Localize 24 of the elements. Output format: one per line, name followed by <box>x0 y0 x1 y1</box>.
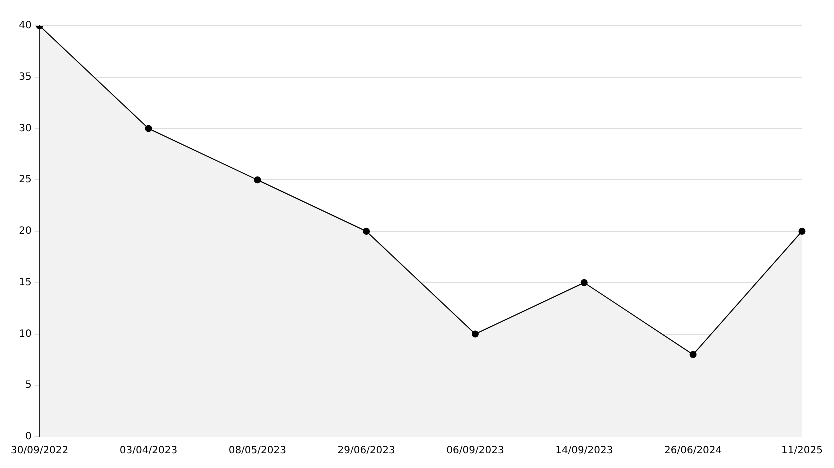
y-tick-label: 10 <box>19 328 32 340</box>
y-tick-label: 5 <box>25 380 32 392</box>
y-tick-label: 15 <box>19 277 32 288</box>
x-tick-label: 08/05/2023 <box>228 446 286 457</box>
x-tick-label: 03/04/2023 <box>120 446 178 457</box>
x-tick-label: 06/09/2023 <box>446 446 504 457</box>
point <box>580 279 588 286</box>
y-tick-label: 0 <box>25 432 32 443</box>
y-tick-label: 30 <box>19 123 32 134</box>
y-tick-label: 35 <box>19 72 32 83</box>
y-tick-label: 20 <box>19 226 32 238</box>
x-tick-label: 30/09/2022 <box>11 446 69 457</box>
point <box>690 351 697 358</box>
y-tick-label: 40 <box>19 20 32 32</box>
point <box>363 228 370 235</box>
point <box>472 330 479 338</box>
point <box>254 176 262 184</box>
point <box>798 228 806 235</box>
x-tick-label: 11/2025 <box>781 446 823 457</box>
y-tick-label: 25 <box>19 174 32 186</box>
x-tick-label: 26/06/2024 <box>664 446 722 457</box>
point <box>145 125 152 132</box>
x-tick-label: 14/09/2023 <box>556 446 614 457</box>
x-tick-label: 29/06/2023 <box>338 446 396 457</box>
